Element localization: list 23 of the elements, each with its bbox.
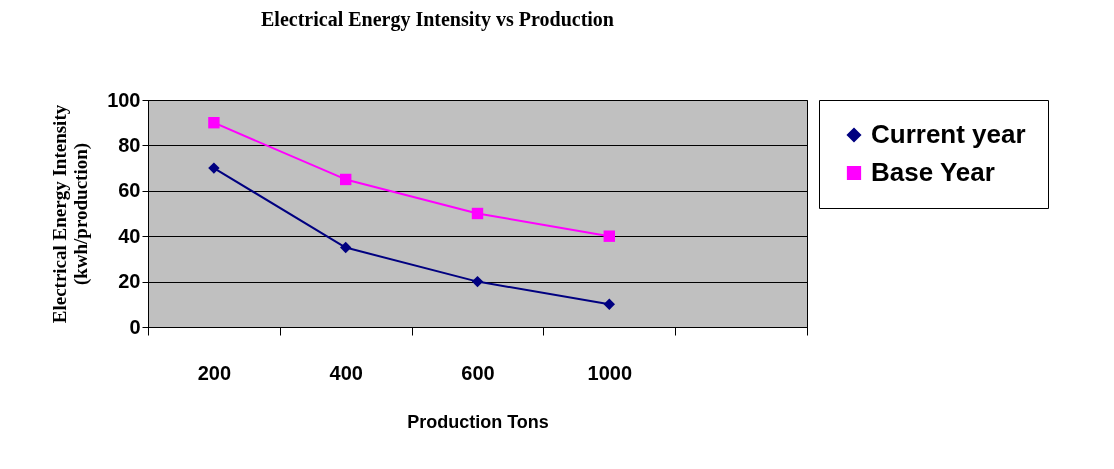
x-axis-title: Production Tons — [407, 411, 549, 432]
point — [340, 173, 352, 186]
point — [340, 241, 352, 254]
x-tick-label: 600 — [461, 361, 495, 384]
point — [208, 117, 220, 129]
x-tick-label: 400 — [329, 361, 363, 384]
y-axis-title: Electrical Energy Intensity (kwh/production) — [49, 104, 93, 324]
point — [471, 207, 484, 220]
legend-label: Current year — [871, 119, 1026, 149]
point — [603, 230, 615, 242]
chart-title: Electrical Energy Intensity vs Production — [261, 8, 614, 31]
x-tick-label: 200 — [197, 361, 232, 384]
y-tick-label: 100 — [107, 88, 141, 111]
y-tick-label: 40 — [118, 224, 141, 247]
legend-label: Base Year — [871, 157, 995, 187]
y-tick-label: 20 — [118, 270, 141, 293]
point — [603, 298, 615, 310]
y-tick-label: 80 — [118, 133, 141, 156]
y-tick-label: 0 — [129, 315, 141, 338]
point — [208, 162, 220, 174]
point — [471, 275, 484, 288]
y-tick-label: 60 — [118, 179, 141, 202]
x-tick-label: 1000 — [587, 361, 633, 384]
